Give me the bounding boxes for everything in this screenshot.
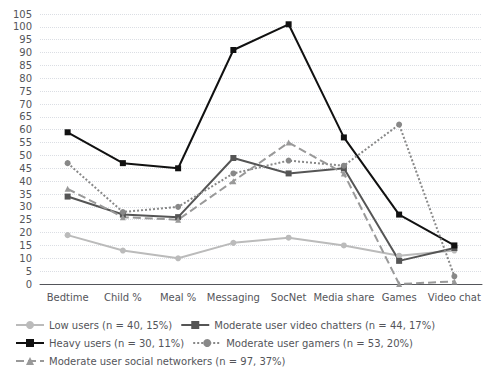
svg-text:Moderate user video chatters (: Moderate user video chatters (n = 44, 17… <box>214 320 435 331</box>
svg-text:85: 85 <box>19 60 32 71</box>
svg-text:95: 95 <box>19 34 32 45</box>
svg-text:Low users (n = 40, 15%): Low users (n = 40, 15%) <box>49 320 172 331</box>
svg-text:60: 60 <box>19 124 32 135</box>
svg-text:70: 70 <box>19 99 32 110</box>
svg-text:SocNet: SocNet <box>271 292 307 303</box>
svg-text:45: 45 <box>19 163 32 174</box>
svg-text:0: 0 <box>26 279 32 290</box>
svg-text:20: 20 <box>19 227 32 238</box>
svg-text:15: 15 <box>19 240 32 251</box>
svg-text:Moderate user gamers (n = 53,: Moderate user gamers (n = 53, 20%) <box>226 338 413 349</box>
svg-text:Messaging: Messaging <box>207 292 260 303</box>
svg-text:55: 55 <box>19 137 32 148</box>
svg-text:Media share: Media share <box>313 292 374 303</box>
svg-text:65: 65 <box>19 111 32 122</box>
svg-text:5: 5 <box>26 266 32 277</box>
svg-text:Meal %: Meal % <box>160 292 196 303</box>
svg-text:30: 30 <box>19 201 32 212</box>
svg-text:25: 25 <box>19 214 32 225</box>
svg-text:75: 75 <box>19 86 32 97</box>
svg-text:Games: Games <box>382 292 417 303</box>
svg-text:Heavy users (n = 30, 11%): Heavy users (n = 30, 11%) <box>49 338 184 349</box>
svg-text:10: 10 <box>19 253 32 264</box>
svg-text:90: 90 <box>19 47 32 58</box>
svg-text:Bedtime: Bedtime <box>47 292 89 303</box>
svg-text:100: 100 <box>13 21 32 32</box>
svg-text:40: 40 <box>19 176 32 187</box>
svg-text:50: 50 <box>19 150 32 161</box>
svg-text:Child %: Child % <box>104 292 142 303</box>
svg-text:105: 105 <box>13 9 32 20</box>
svg-text:35: 35 <box>19 189 32 200</box>
svg-text:80: 80 <box>19 73 32 84</box>
svg-text:Video chat: Video chat <box>428 292 481 303</box>
svg-text:Moderate user social networker: Moderate user social networkers (n = 97,… <box>49 356 286 367</box>
